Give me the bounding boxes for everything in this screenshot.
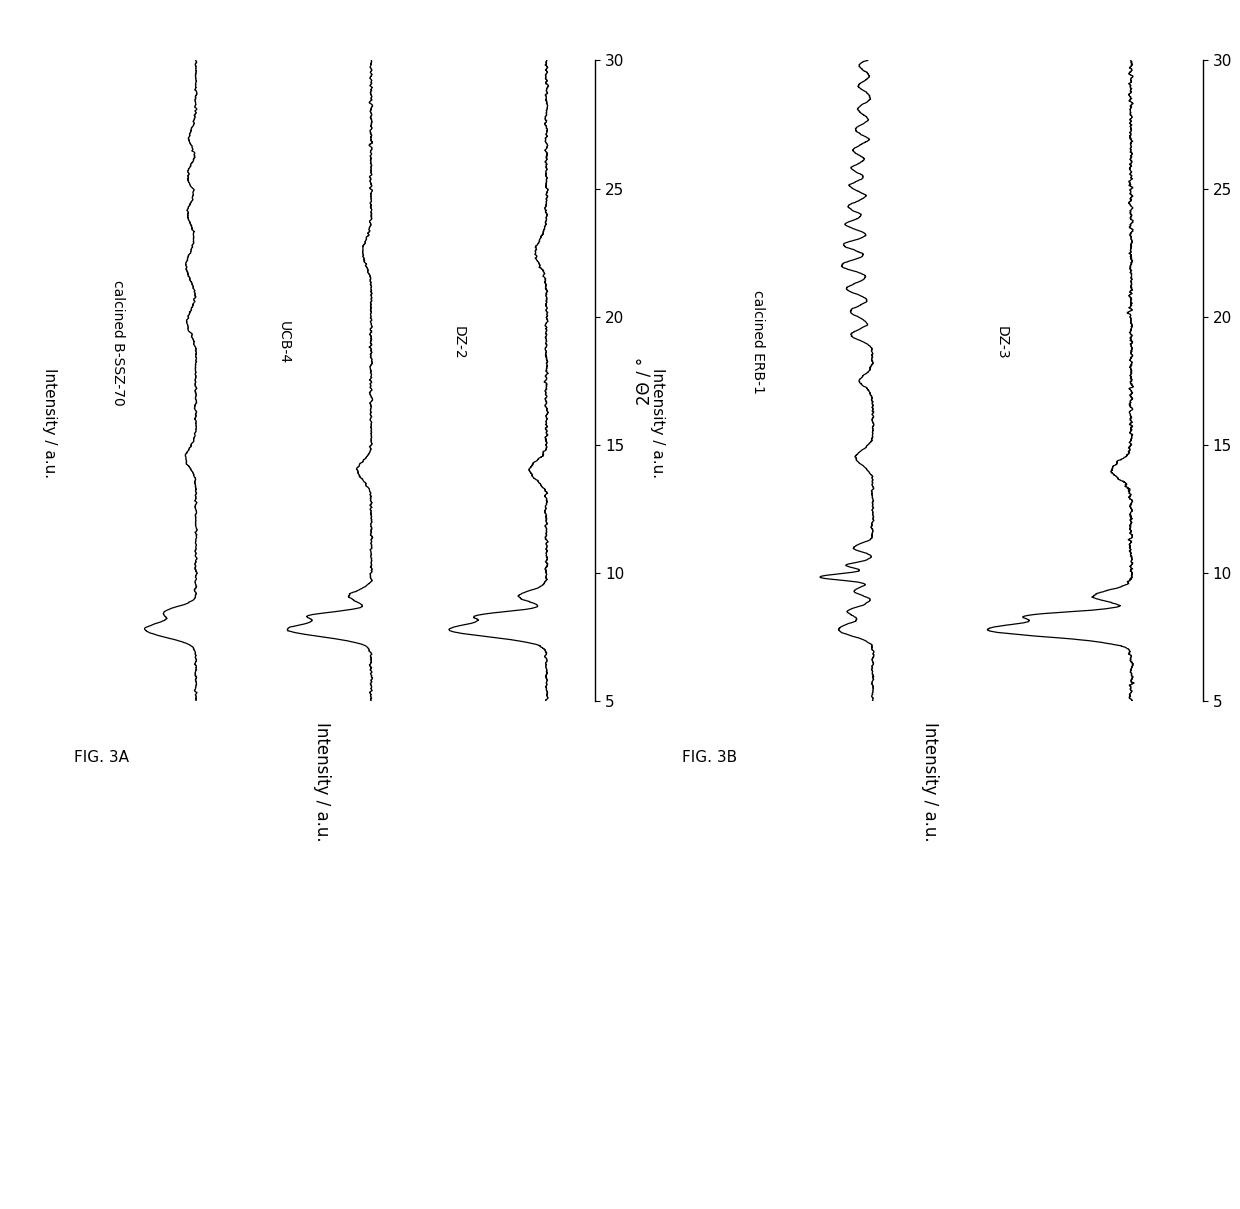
Text: UCB-4: UCB-4 — [277, 320, 290, 364]
Text: Intensity / a.u.: Intensity / a.u. — [314, 722, 331, 841]
Text: calcined B-SSZ-70: calcined B-SSZ-70 — [110, 279, 125, 405]
Text: FIG. 3B: FIG. 3B — [682, 750, 737, 764]
Text: Intensity / a.u.: Intensity / a.u. — [42, 368, 57, 479]
Text: calcined ERB-1: calcined ERB-1 — [750, 290, 765, 394]
Text: DZ-3: DZ-3 — [994, 325, 1009, 359]
Text: DZ-2: DZ-2 — [451, 325, 466, 359]
Y-axis label: 2Θ / °: 2Θ / ° — [635, 357, 653, 405]
Text: FIG. 3A: FIG. 3A — [74, 750, 129, 764]
Text: Intensity / a.u.: Intensity / a.u. — [650, 368, 665, 479]
Text: Intensity / a.u.: Intensity / a.u. — [921, 722, 939, 841]
